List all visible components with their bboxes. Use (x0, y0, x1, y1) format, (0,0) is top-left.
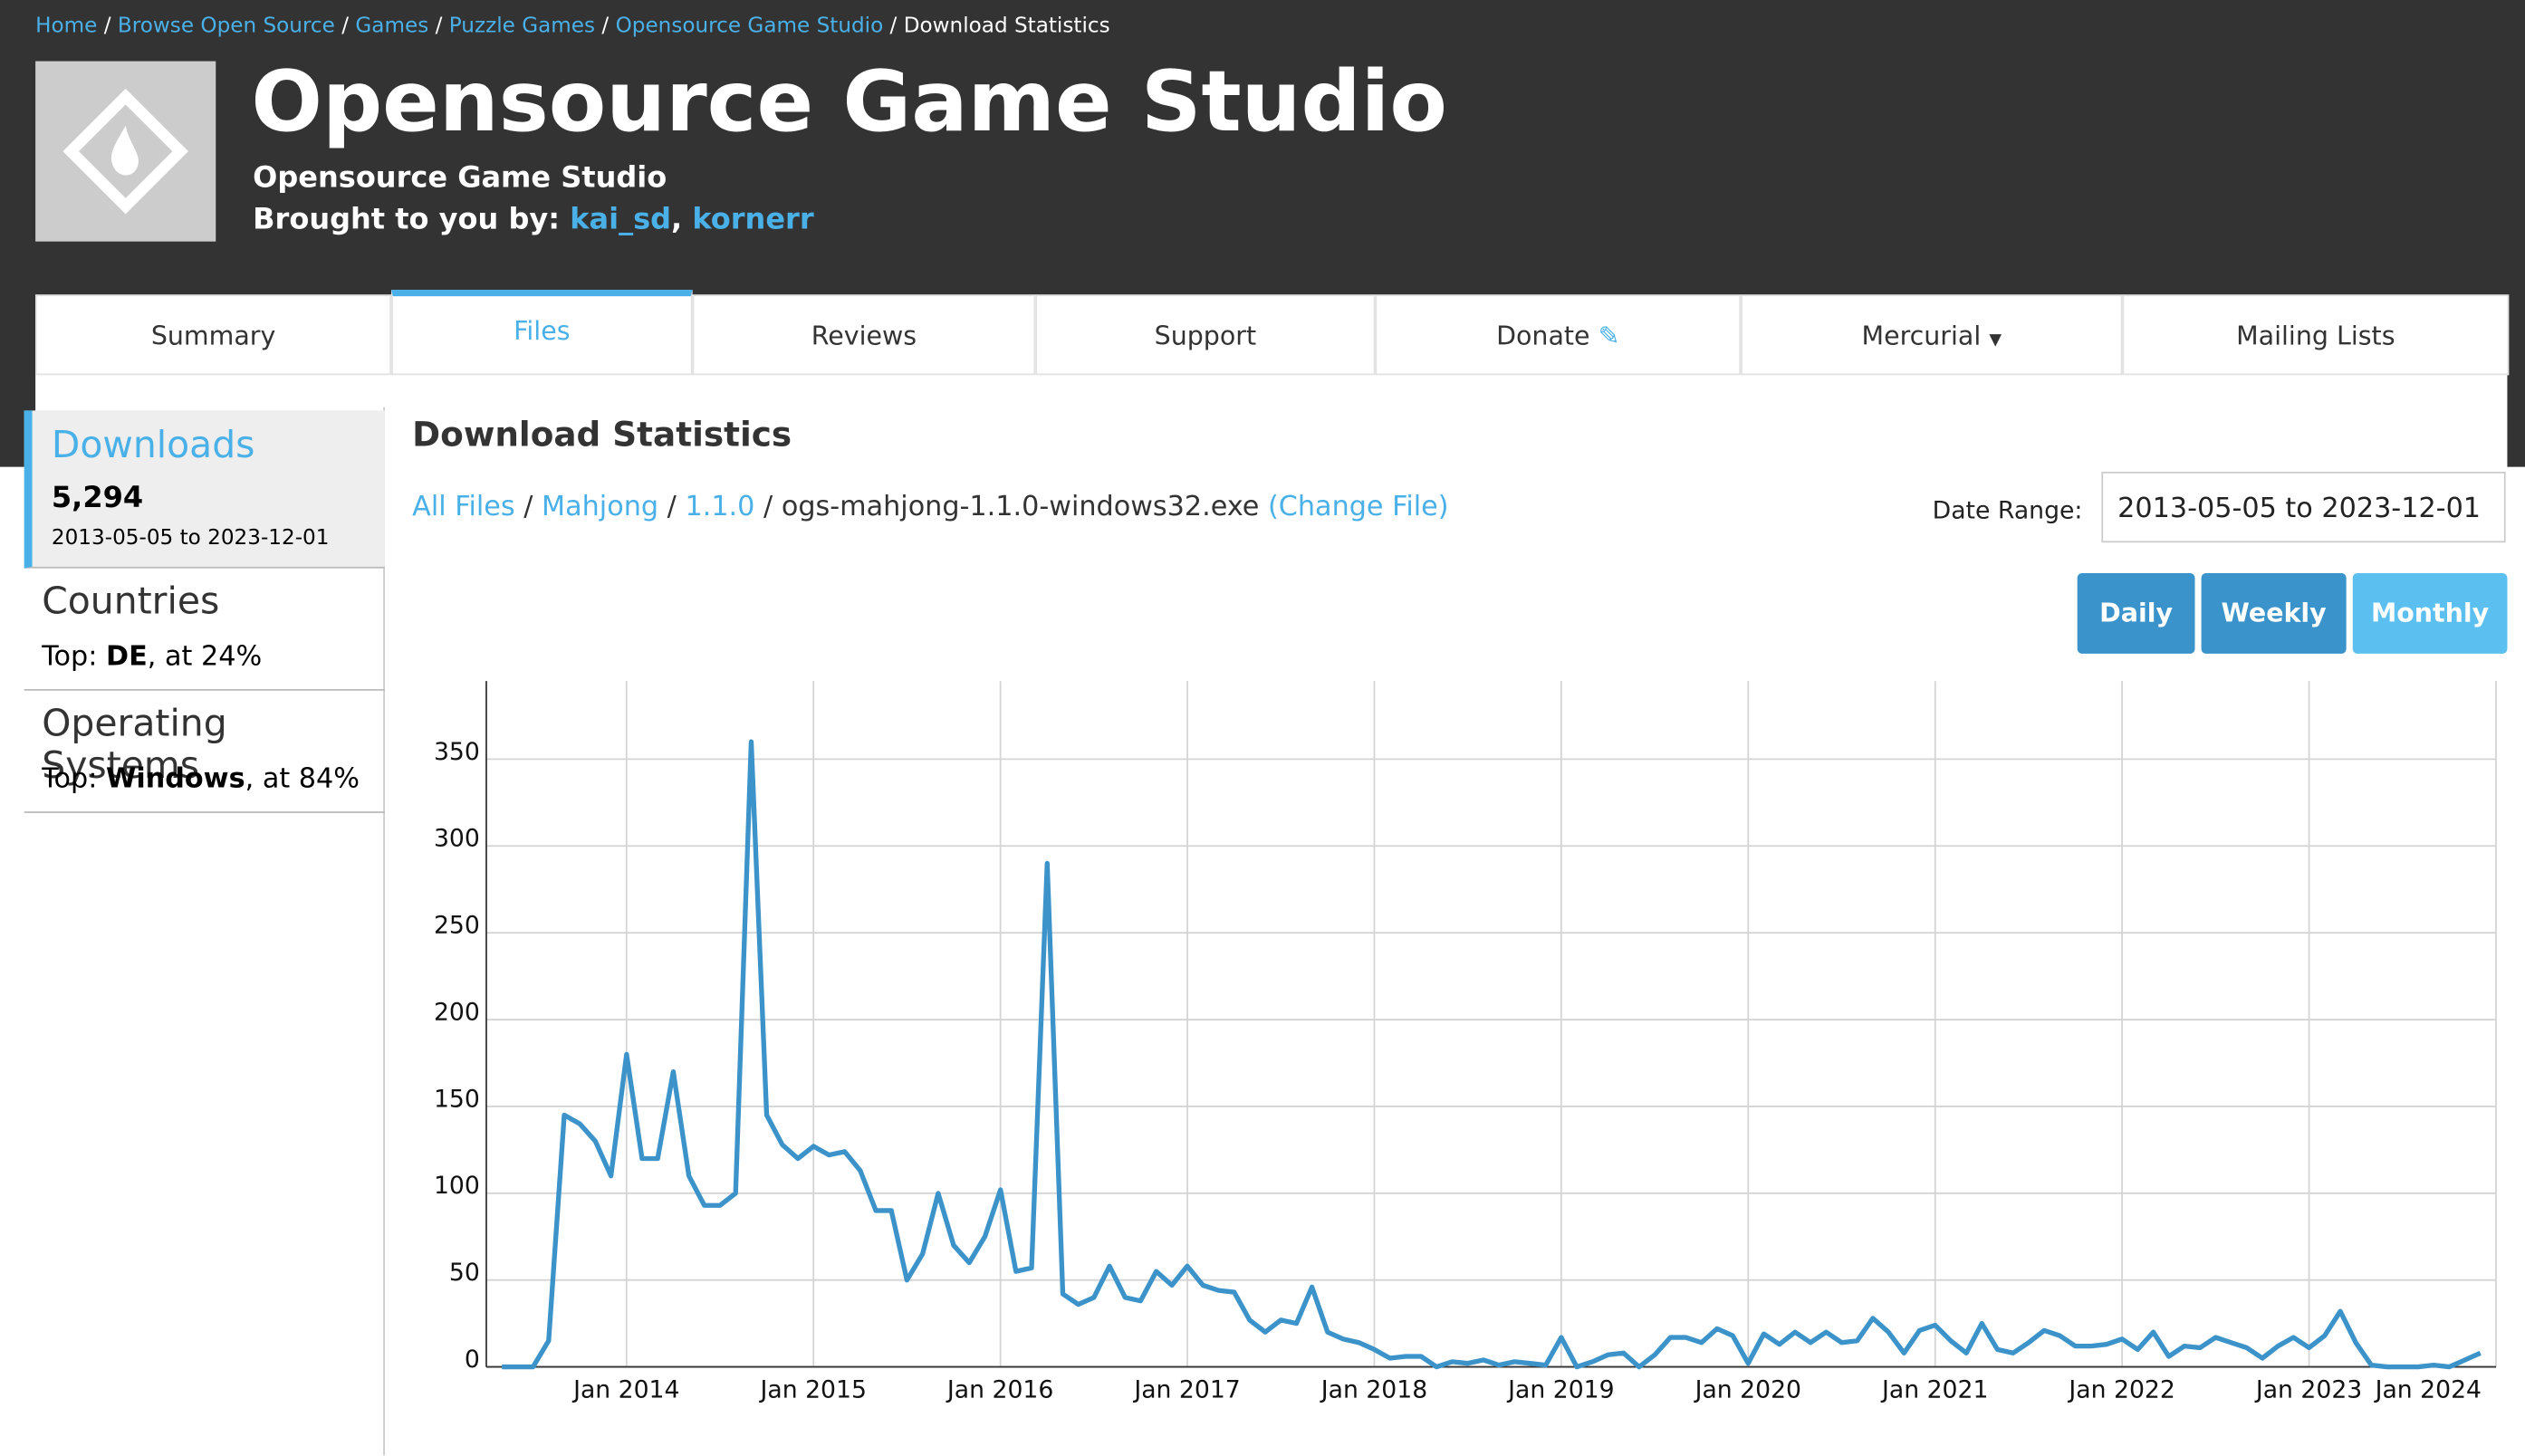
card-text: Top: Windows, at 84% (42, 763, 360, 796)
content-panel (35, 294, 2508, 1456)
os-card[interactable]: Operating Systems Top: Windows, at 84% (24, 691, 385, 813)
tab[interactable]: Reviews (692, 294, 1036, 376)
date-range-label: Date Range: (1932, 495, 2083, 525)
project-title: Opensource Game Studio (251, 54, 1447, 152)
file-path: All Files / Mahjong / 1.1.0 / ogs-mahjon… (412, 491, 1449, 523)
stats-heading: Download Statistics (412, 415, 792, 455)
tab[interactable]: Summary (35, 294, 392, 376)
brought-by: Brought to you by: (253, 203, 561, 237)
card-text: Top: DE, at 24% (42, 641, 262, 674)
path-link[interactable]: All Files (412, 491, 515, 523)
prefix: Top: (42, 640, 98, 674)
divider (383, 407, 385, 1456)
y-tick-label: 50 (449, 1259, 480, 1287)
file-name: ogs-mahjong-1.1.0-windows32.exe (781, 491, 1260, 523)
top-value: DE (106, 640, 148, 674)
share: , at 24% (147, 640, 263, 674)
x-tick-label: Jan 2018 (1320, 1375, 1427, 1403)
y-tick-label: 200 (434, 998, 480, 1026)
path-link[interactable]: 1.1.0 (685, 491, 755, 523)
downloads-card[interactable]: Downloads 5,294 2013-05-05 to 2023-12-01 (24, 410, 385, 569)
daily-button[interactable]: Daily (2077, 572, 2195, 654)
tab-label: Donate (1496, 320, 1590, 351)
y-tick-label: 100 (434, 1172, 480, 1200)
author[interactable]: kornerr (692, 203, 814, 237)
series-line (502, 739, 2482, 1370)
weekly-button[interactable]: Weekly (2201, 572, 2347, 654)
crumb[interactable]: Games (355, 14, 429, 39)
logo-icon (62, 88, 188, 215)
tab[interactable]: Support (1035, 294, 1376, 376)
y-tick-label: 150 (434, 1085, 480, 1113)
x-tick-label: Jan 2020 (1694, 1375, 1801, 1403)
downloads-range: 2013-05-05 to 2023-12-01 (51, 526, 330, 551)
x-tick-label: Jan 2015 (759, 1375, 867, 1403)
breadcrumbs: Home / Browse Open Source / Games / Puzz… (35, 14, 1110, 39)
y-tick-label: 0 (465, 1346, 480, 1374)
y-tick-label: 250 (434, 912, 480, 940)
crumb-current: Download Statistics (903, 14, 1110, 39)
path-link[interactable]: Mahjong (542, 491, 659, 523)
card-title: Countries (42, 580, 220, 624)
external-icon: ✎ (1598, 320, 1620, 351)
x-tick-label: Jan 2022 (2067, 1375, 2175, 1403)
crumb[interactable]: Browse Open Source (117, 14, 335, 39)
top-value: Windows (106, 762, 245, 796)
x-tick-label: Jan 2021 (1880, 1375, 1988, 1403)
downloads-total: 5,294 (51, 481, 144, 515)
project-subtitle: Opensource Game Studio (253, 160, 667, 196)
crumb[interactable]: Home (35, 14, 98, 39)
date-range-input[interactable]: 2013-05-05 to 2023-12-01 (2101, 471, 2506, 543)
change-file[interactable]: (Change File) (1268, 491, 1449, 523)
x-tick-label: Jan 2014 (571, 1375, 679, 1403)
tab-active[interactable]: Files (391, 290, 693, 376)
caret: ▼ (1989, 331, 2002, 350)
y-tick-label: 350 (434, 738, 480, 766)
project-logo (35, 61, 216, 242)
tab[interactable]: Mercurial ▼ (1741, 294, 2123, 376)
crumb[interactable]: Opensource Game Studio (615, 14, 884, 39)
x-tick-label: Jan 2019 (1506, 1375, 1614, 1403)
tab[interactable]: Mailing Lists (2122, 294, 2510, 376)
x-tick-label: Jan 2017 (1132, 1375, 1240, 1403)
card-title: Operating Systems (42, 704, 227, 788)
x-tick-label: Jan 2023 (2254, 1375, 2362, 1403)
author[interactable]: kai_sd (570, 203, 672, 237)
tab[interactable]: Donate ✎ (1375, 294, 1742, 376)
crumb[interactable]: Puzzle Games (448, 14, 596, 39)
x-tick-label: Jan 2024 (2374, 1375, 2482, 1403)
share: , at 84% (245, 762, 360, 796)
monthly-button[interactable]: Monthly (2352, 572, 2508, 654)
prefix: Top: (42, 762, 98, 796)
y-tick-label: 300 (434, 825, 480, 853)
tab-label: Mercurial (1861, 320, 1982, 351)
card-title: Downloads (51, 425, 255, 467)
x-tick-label: Jan 2016 (946, 1375, 1053, 1403)
authors: Brought to you by: kai_sd, kornerr (253, 203, 814, 237)
countries-card[interactable]: Countries Top: DE, at 24% (24, 569, 385, 691)
